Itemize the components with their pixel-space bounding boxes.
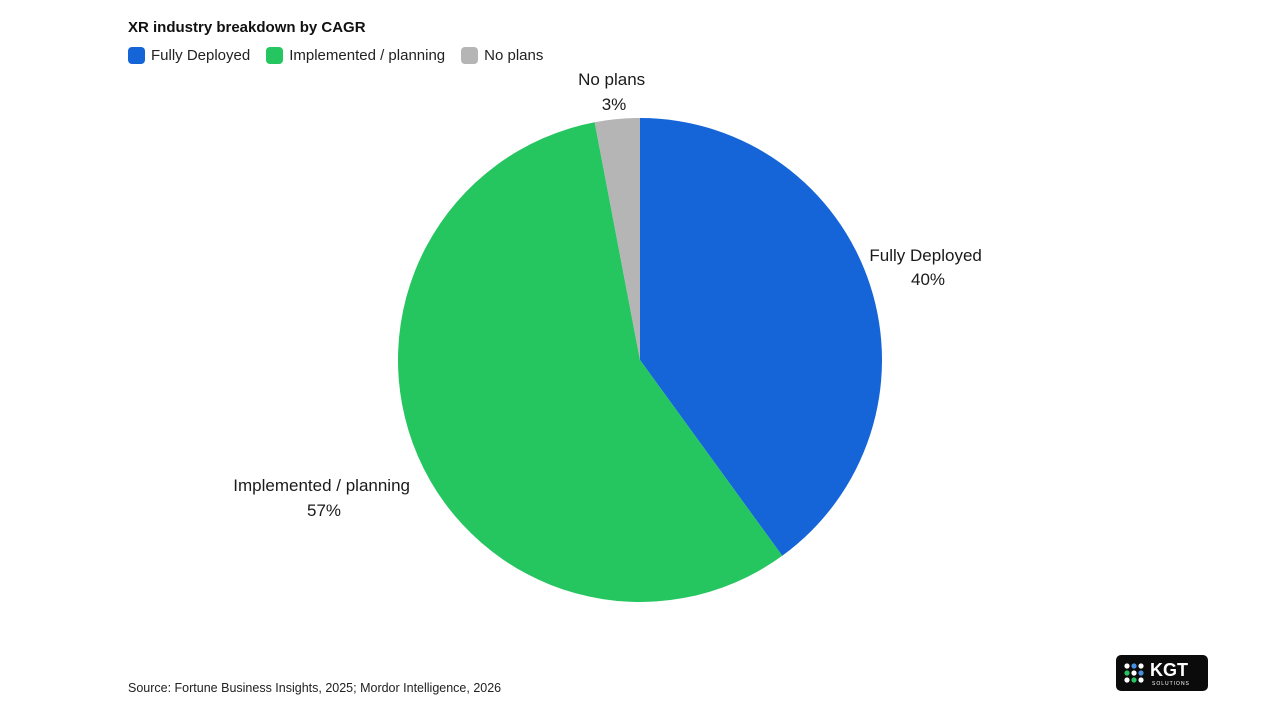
kgt-logo: KGT SOLUTIONS: [1116, 655, 1208, 691]
legend-swatch-no-plans: [461, 47, 479, 64]
svg-text:SOLUTIONS: SOLUTIONS: [1152, 681, 1190, 687]
chart-legend: Fully Deployed Implemented / planning No…: [128, 47, 559, 64]
source-note: Source: Fortune Business Insights, 2025;…: [128, 681, 502, 695]
slice-no-plans: [594, 118, 640, 360]
slice-value-fully-deployed: 40%: [911, 270, 945, 289]
slice-value-no-plans: 3%: [602, 95, 627, 114]
legend-label-no-plans: No plans: [484, 47, 544, 64]
kgt-logo-graphic: KGT SOLUTIONS: [1124, 660, 1190, 687]
slice-name-fully-deployed: Fully Deployed: [869, 246, 981, 265]
legend-item-implemented-planning: Implemented / planning: [266, 47, 445, 64]
pie-labels: Fully Deployed 40% Implemented / plannin…: [233, 70, 986, 520]
legend-label-fully-deployed: Fully Deployed: [151, 47, 251, 64]
slice-fully-deployed: [640, 118, 882, 556]
legend-label-implemented-planning: Implemented / planning: [289, 47, 446, 64]
legend-item-fully-deployed: Fully Deployed: [128, 47, 250, 64]
logo-dots-icon: [1124, 663, 1144, 683]
legend-swatch-implemented-planning: [266, 47, 284, 64]
legend-swatch-fully-deployed: [128, 47, 145, 64]
legend-item-no-plans: No plans: [461, 47, 543, 64]
slice-name-implemented-planning: Implemented / planning: [233, 476, 410, 495]
pie-slices: [397, 118, 882, 603]
slice-value-implemented-planning: 57%: [307, 501, 341, 520]
slice-name-no-plans: No plans: [578, 70, 645, 89]
slice-label-no-plans: No plans 3%: [578, 70, 650, 114]
slice-label-implemented-planning: Implemented / planning 57%: [233, 476, 414, 520]
chart-title: XR industry breakdown by CAGR: [128, 19, 366, 36]
slice-label-fully-deployed: Fully Deployed 40%: [869, 246, 986, 289]
slice-implemented-planning: [397, 122, 783, 603]
svg-text:KGT: KGT: [1150, 660, 1188, 680]
